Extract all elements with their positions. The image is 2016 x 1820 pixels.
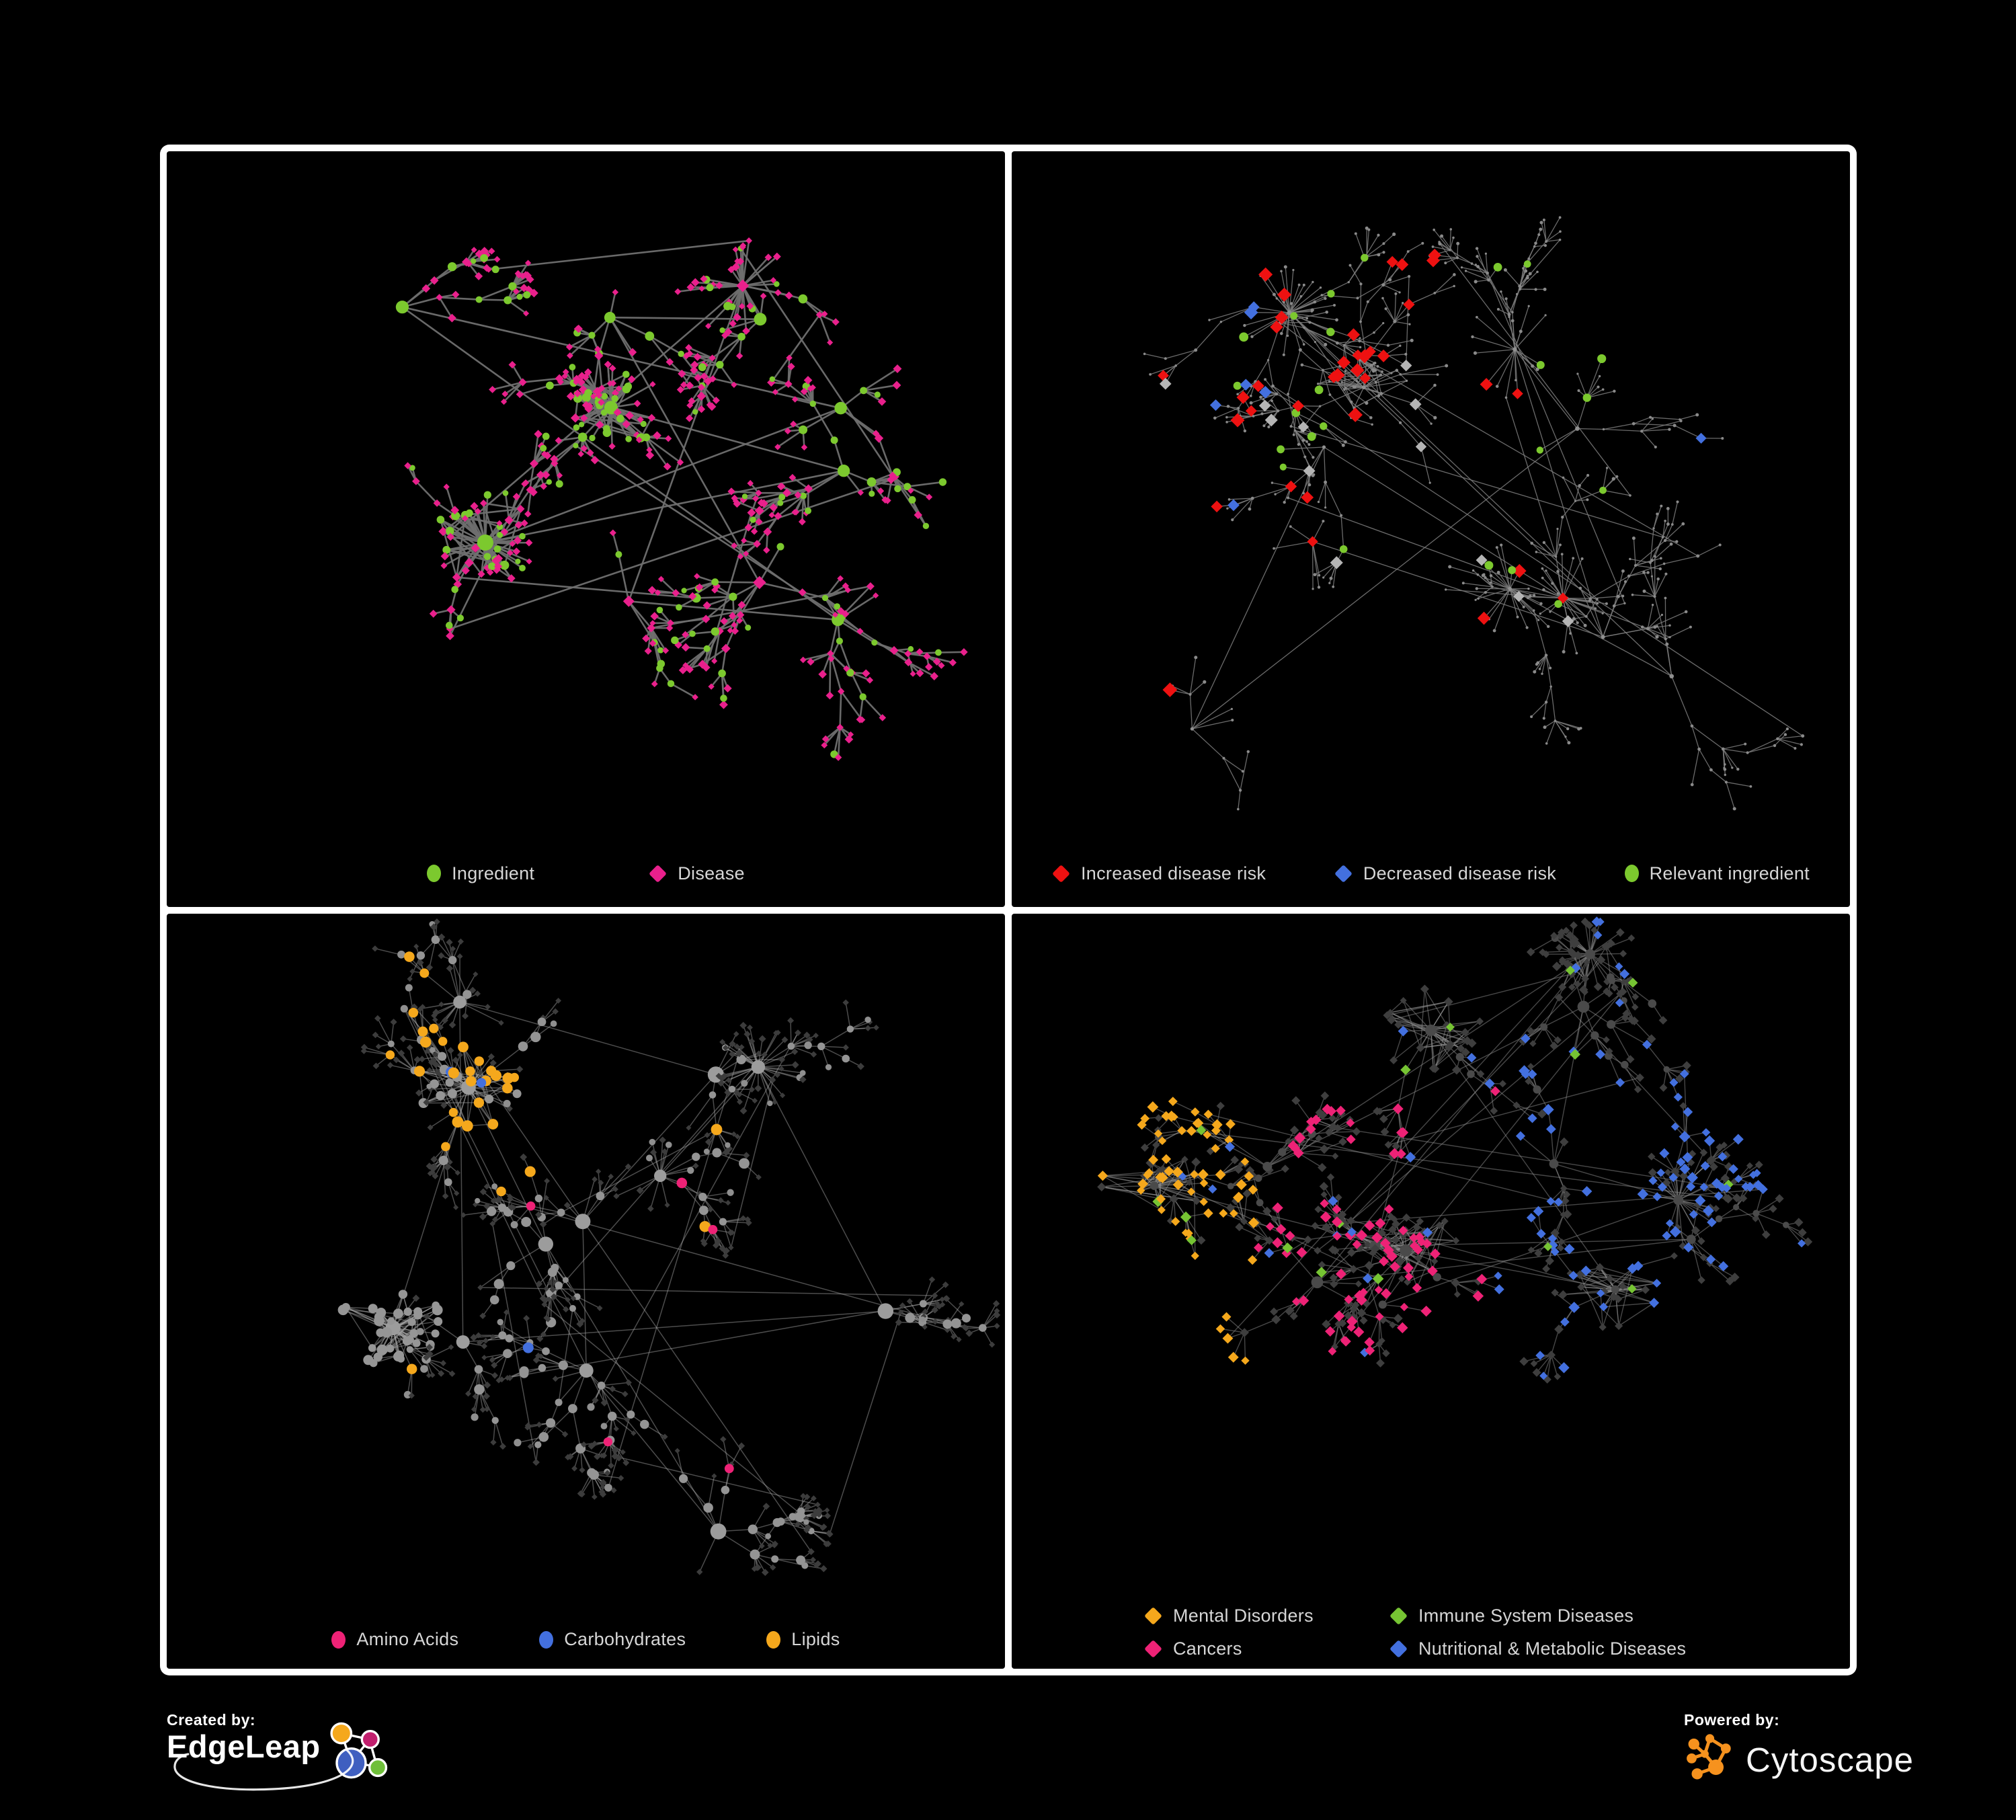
legend-label: Nutritional & Metabolic Diseases: [1418, 1638, 1687, 1659]
legend-label: Cancers: [1173, 1638, 1242, 1659]
network-canvas-ingredient-classes: [337, 918, 1001, 1576]
carbohydrates-circle-icon: [539, 1630, 554, 1649]
legend-item-amino-acids: Amino Acids: [331, 1629, 458, 1650]
panel-grid-frame: Ingredient Disease Increased disease ris…: [160, 145, 1857, 1675]
lipids-circle-icon: [766, 1630, 781, 1649]
legend-item-nutritional-metabolic-diseases: Nutritional & Metabolic Diseases: [1389, 1638, 1686, 1659]
legend-item-decreased-risk: Decreased disease risk: [1334, 863, 1556, 884]
cytoscape-brand-block: Powered by: Cytoscape: [1684, 1711, 1914, 1787]
legend-ingredient-classes: Amino Acids Carbohydrates Lipids: [167, 1629, 1005, 1650]
legend-label: Carbohydrates: [564, 1629, 686, 1649]
legend-label: Relevant ingredient: [1649, 863, 1810, 883]
legend-item-disease: Disease: [649, 863, 745, 884]
nutritional-metabolic-diamond-icon: [1389, 1640, 1408, 1658]
increased-risk-diamond-icon: [1052, 864, 1070, 883]
legend-label: Amino Acids: [356, 1629, 459, 1649]
edgeleap-brand-block: Created by: EdgeLeap: [167, 1711, 393, 1791]
legend-label: Increased disease risk: [1081, 863, 1266, 883]
legend-item-cancers: Cancers: [1144, 1638, 1389, 1659]
relevant-ingredient-circle-icon: [1624, 865, 1639, 882]
immune-diseases-diamond-icon: [1389, 1607, 1408, 1625]
ingredient-circle-icon: [427, 865, 442, 882]
legend-label: Lipids: [791, 1629, 840, 1649]
legend-label: Mental Disorders: [1173, 1606, 1314, 1626]
disease-diamond-icon: [649, 864, 668, 883]
legend-label: Ingredient: [452, 863, 535, 883]
decreased-risk-diamond-icon: [1334, 864, 1353, 883]
panel-disease-risk: Increased disease risk Decreased disease…: [1012, 151, 1850, 907]
legend-item-lipids: Lipids: [766, 1629, 840, 1650]
network-canvas-disease-classes: [1097, 916, 1813, 1384]
legend-disease-classes: Mental Disorders Immune System Diseases …: [1144, 1606, 1686, 1659]
panel-ingredient-classes: Amino Acids Carbohydrates Lipids: [167, 913, 1005, 1669]
created-by-label: Created by:: [167, 1711, 256, 1729]
panel-ingredient-disease: Ingredient Disease: [167, 151, 1005, 907]
legend-disease-risk: Increased disease risk Decreased disease…: [1012, 863, 1850, 884]
legend-item-carbohydrates: Carbohydrates: [539, 1629, 686, 1650]
mental-disorders-diamond-icon: [1144, 1607, 1162, 1625]
cytoscape-logo-icon: [1687, 1734, 1731, 1780]
legend-label: Decreased disease risk: [1363, 863, 1557, 883]
network-canvas-disease-risk: [1143, 216, 1805, 811]
legend-item-relevant-ingredient: Relevant ingredient: [1624, 863, 1810, 884]
powered-by-label: Powered by:: [1684, 1711, 1780, 1729]
amino-acids-circle-icon: [331, 1630, 346, 1649]
legend-label: Immune System Diseases: [1418, 1606, 1634, 1626]
legend-item-immune-system-diseases: Immune System Diseases: [1389, 1606, 1686, 1626]
edgeleap-wordmark: EdgeLeap: [167, 1729, 321, 1764]
legend-label: Disease: [678, 863, 745, 883]
legend-ingredient-disease: Ingredient Disease: [167, 863, 1005, 884]
panel-disease-classes: Mental Disorders Immune System Diseases …: [1012, 913, 1850, 1669]
cancers-diamond-icon: [1144, 1640, 1162, 1658]
edgeleap-swoosh-icon: [173, 1749, 354, 1791]
legend-item-mental-disorders: Mental Disorders: [1144, 1606, 1389, 1626]
legend-item-increased-risk: Increased disease risk: [1052, 863, 1266, 884]
cytoscape-wordmark: Cytoscape: [1746, 1740, 1914, 1779]
network-canvas-ingredient-disease: [395, 237, 968, 761]
edgeleap-network-logo-icon: [330, 1722, 387, 1779]
legend-item-ingredient: Ingredient: [427, 863, 534, 884]
